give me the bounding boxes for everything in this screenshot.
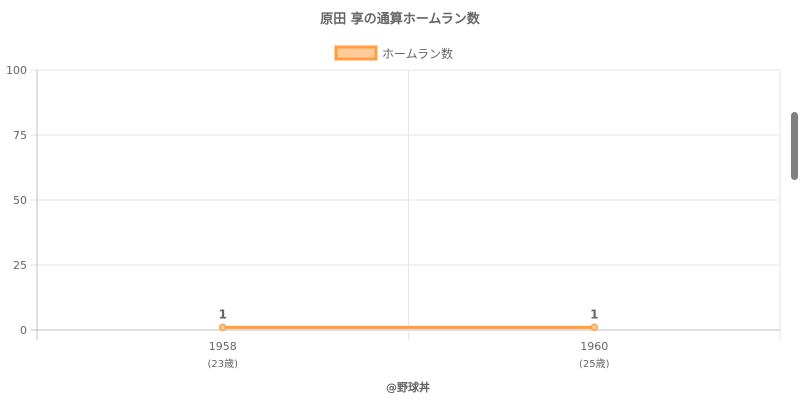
x-tick-sublabel: (25歳) [579, 358, 610, 370]
axes: 0 25 50 75 100 1958 (23歳) 1960 (25歳) [6, 64, 610, 370]
legend[interactable]: ホームラン数 [334, 45, 453, 61]
credit-label: @野球丼 [386, 380, 430, 394]
scrollbar-thumb[interactable] [791, 112, 798, 180]
legend-swatch [334, 45, 378, 61]
y-tick-label: 0 [20, 324, 27, 337]
y-tick-label: 100 [6, 64, 27, 77]
data-label: 1 [219, 307, 227, 321]
x-tick-sublabel: (23歳) [207, 358, 238, 370]
data-point[interactable] [219, 323, 227, 332]
y-tick-label: 75 [13, 129, 27, 142]
chart-title: 原田 享の通算ホームラン数 [320, 11, 480, 27]
y-tick-label: 25 [13, 259, 27, 272]
y-tick-label: 50 [13, 194, 27, 207]
x-tick-label: 1958 [209, 340, 237, 353]
data-point[interactable] [590, 323, 598, 332]
series-line [219, 323, 598, 332]
legend-label: ホームラン数 [382, 46, 453, 61]
data-label: 1 [590, 307, 598, 321]
x-tick-label: 1960 [580, 340, 608, 353]
grid [31, 69, 781, 340]
